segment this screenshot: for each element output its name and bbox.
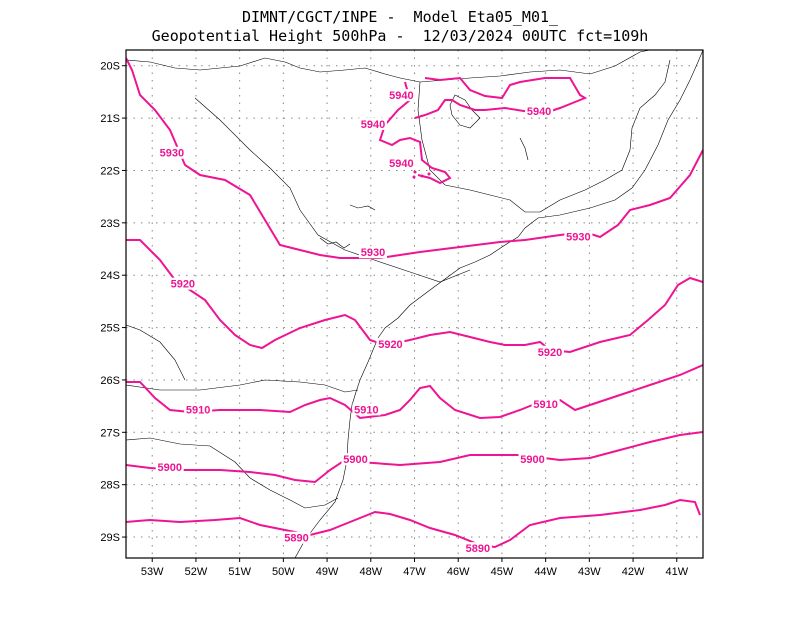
- lat-tick-label: 24S: [100, 270, 120, 282]
- country-boundary-west: [126, 324, 186, 381]
- contour-label-5940: 5940: [527, 106, 551, 118]
- lon-tick-label: 41W: [665, 566, 688, 578]
- contour-label-5930: 5930: [160, 148, 184, 160]
- contour-label-background: [358, 117, 387, 130]
- lon-tick-label: 53W: [141, 566, 164, 578]
- lat-tick-label: 20S: [100, 61, 120, 73]
- contour-label-background: [352, 403, 381, 416]
- contour-label-5920: 5920: [378, 339, 402, 351]
- lon-tick-label: 48W: [359, 566, 382, 578]
- map-title-line1: DIMNT/CGCT/INPE - Model Eta05_M01_: [241, 8, 559, 26]
- contour-5910: [126, 364, 703, 420]
- lat-tick-label: 22S: [100, 165, 120, 177]
- contour-label-background: [463, 542, 492, 555]
- lat-tick-label: 21S: [100, 113, 120, 125]
- lat-tick-label: 29S: [100, 532, 120, 544]
- lon-tick-label: 46W: [447, 566, 470, 578]
- contour-label-5940: 5940: [361, 119, 385, 131]
- lat-tick-label: 28S: [100, 480, 120, 492]
- contour-label-5910: 5910: [533, 399, 557, 411]
- contour-label-5890: 5890: [284, 533, 308, 545]
- state-boundary-sp-pr: [194, 97, 471, 283]
- contour-label-background: [168, 277, 197, 290]
- contour-label-5910: 5910: [354, 404, 378, 416]
- lon-tick-label: 47W: [403, 566, 426, 578]
- contour-label-5890: 5890: [466, 543, 490, 555]
- contour-label-background: [387, 157, 416, 170]
- contour-label-5900: 5900: [157, 462, 181, 474]
- lon-tick-label: 49W: [316, 566, 339, 578]
- contour-label-5940: 5940: [389, 90, 413, 102]
- lon-tick-label: 45W: [491, 566, 514, 578]
- map-title-line2: Geopotential Height 500hPa - 12/03/2024 …: [151, 27, 649, 45]
- reservoir-rural: [349, 204, 376, 211]
- contour-5900: [126, 431, 703, 484]
- lat-tick-label: 26S: [100, 375, 120, 387]
- contour-label-background: [155, 460, 184, 473]
- contour-label-5900: 5900: [343, 454, 367, 466]
- contour-5940-island: [378, 81, 452, 185]
- contour-label-background: [184, 403, 213, 416]
- contour-lines: [126, 57, 703, 549]
- coastlines: [126, 50, 703, 558]
- contour-label-5930: 5930: [361, 247, 385, 259]
- contour-label-background: [358, 246, 387, 259]
- contour-label-5900: 5900: [520, 454, 544, 466]
- lon-tick-label: 52W: [185, 566, 208, 578]
- contour-5940-dots: [412, 170, 431, 179]
- map-frame: [125, 49, 704, 559]
- state-boundary-sp-mg: [417, 81, 540, 213]
- lat-tick-label: 27S: [100, 427, 120, 439]
- contour-label-background: [564, 230, 593, 243]
- reservoir-south: [319, 237, 351, 249]
- atlantic-coastline: [294, 50, 703, 558]
- contour-label-background: [387, 89, 416, 102]
- lon-tick-label: 43W: [578, 566, 601, 578]
- contour-label-background: [531, 398, 560, 411]
- contour-5940-main: [414, 76, 588, 119]
- state-boundary-pr-sc: [126, 379, 359, 393]
- contour-label-background: [536, 345, 565, 358]
- contour-label-background: [376, 337, 405, 350]
- contour-label-background: [282, 531, 311, 544]
- state-boundary-mg: [126, 50, 651, 83]
- contour-label-background: [525, 104, 554, 117]
- lat-tick-label: 25S: [100, 323, 120, 335]
- river-branch: [519, 137, 529, 161]
- lat-tick-label: 23S: [100, 218, 120, 230]
- contour-label-5910: 5910: [186, 404, 210, 416]
- lon-tick-label: 51W: [228, 566, 251, 578]
- lon-tick-label: 50W: [272, 566, 295, 578]
- state-boundary-mg-es: [539, 59, 671, 213]
- axis-tick-labels: 53W 52W 51W 50W 49W 48W 47W 46W 45W 44W 43W 42W 41W 2…: [100, 61, 688, 578]
- lon-tick-label: 42W: [622, 566, 645, 578]
- contour-label-background: [341, 453, 370, 466]
- lon-tick-label: 44W: [534, 566, 557, 578]
- contour-5890: [126, 498, 701, 549]
- contour-labels: 5940 5940 5940 5940 5930 5930 5930 5920 5920 5920…: [155, 89, 593, 555]
- reservoir-furnas: [449, 94, 481, 129]
- contour-label-background: [157, 146, 186, 159]
- contour-label-background: [518, 453, 547, 466]
- contour-label-5940: 5940: [389, 158, 413, 170]
- contour-label-5930: 5930: [566, 232, 590, 244]
- graticule: [126, 50, 703, 558]
- contour-label-5920: 5920: [538, 347, 562, 359]
- state-boundary-sc-rs: [126, 437, 339, 509]
- contour-label-5920: 5920: [171, 279, 195, 291]
